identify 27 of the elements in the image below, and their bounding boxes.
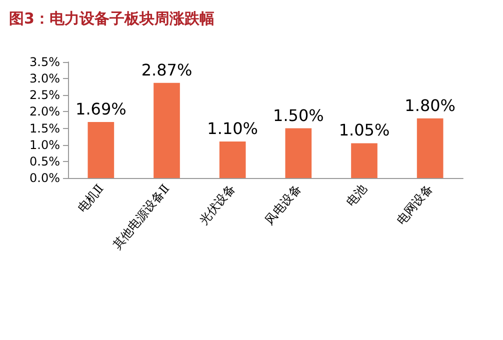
bar xyxy=(351,143,378,178)
data-label: 1.10% xyxy=(207,119,258,138)
y-tick-label: 3.5% xyxy=(30,55,60,69)
x-tick-label: 其他电源设备Ⅱ xyxy=(110,182,172,252)
data-label: 1.05% xyxy=(338,120,390,140)
bar xyxy=(285,128,312,178)
y-tick-label: 2.5% xyxy=(30,88,60,102)
y-tick-label: 1.0% xyxy=(30,138,60,152)
bar xyxy=(416,118,444,178)
y-tick-label: 3.0% xyxy=(30,72,60,86)
x-tick-label: 风电设备 xyxy=(262,182,304,228)
y-tick-label: 2.0% xyxy=(30,104,60,119)
x-tick-label: 电网设备 xyxy=(394,182,436,228)
bar xyxy=(154,82,180,178)
bar xyxy=(219,142,246,178)
x-tick-label: 光伏设备 xyxy=(196,182,238,228)
y-tick-label: 1.5% xyxy=(30,121,60,136)
y-tick-label: 0.0% xyxy=(30,171,60,185)
data-label: 1.69% xyxy=(76,99,126,118)
data-label: 2.87% xyxy=(141,60,192,80)
data-label: 1.50% xyxy=(273,106,324,125)
data-label: 1.80% xyxy=(404,96,456,115)
bar xyxy=(88,122,114,178)
chart-title: 图3：电力设备子板块周涨跌幅 xyxy=(9,10,214,28)
x-tick-label: 电机Ⅱ xyxy=(74,182,106,216)
x-tick-label: 电池 xyxy=(343,182,370,209)
y-tick-label: 0.5% xyxy=(30,154,60,168)
